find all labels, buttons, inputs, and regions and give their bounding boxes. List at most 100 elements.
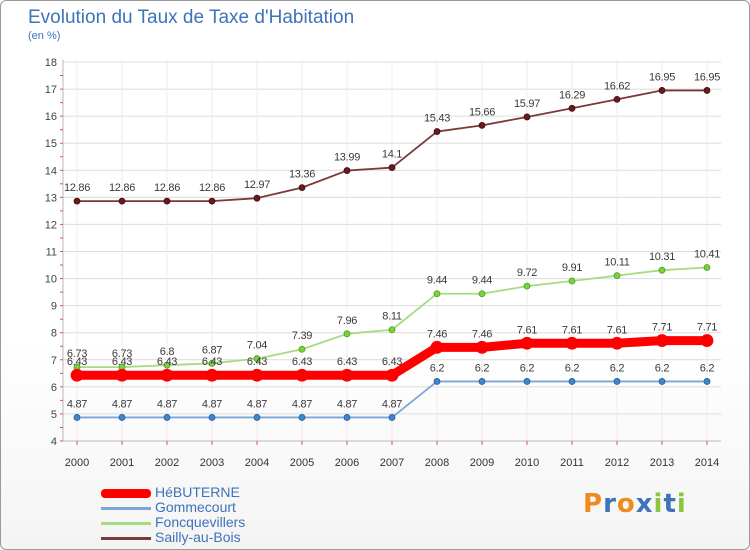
- data-label-sailly-au-bois: 15.66: [469, 106, 495, 118]
- data-point-foncquevillers: [343, 330, 351, 338]
- data-label-gommecourt: 4.87: [112, 398, 132, 410]
- x-tick-label: 2003: [200, 457, 224, 469]
- data-label-foncquevillers: 6.73: [67, 348, 87, 360]
- data-label-gommecourt: 6.2: [520, 362, 535, 374]
- data-point-sailly-au-bois: [703, 87, 711, 94]
- data-point-sailly-au-bois: [73, 197, 81, 205]
- logo-letter: i: [676, 489, 687, 519]
- data-point-gommecourt: [118, 414, 126, 421]
- data-label-hebuterne: 7.61: [562, 324, 582, 336]
- data-point-foncquevillers: [613, 272, 621, 279]
- data-label-foncquevillers: 9.44: [427, 275, 447, 287]
- data-label-gommecourt: 4.87: [157, 398, 177, 410]
- data-label-gommecourt: 6.2: [655, 362, 670, 374]
- data-point-sailly-au-bois: [478, 121, 486, 129]
- data-label-sailly-au-bois: 13.99: [334, 152, 360, 164]
- y-tick-label: 16: [45, 111, 57, 123]
- data-point-foncquevillers: [208, 359, 216, 367]
- legend-label-sailly-au-bois: Sailly-au-Bois: [155, 529, 241, 545]
- data-label-foncquevillers: 7.96: [337, 315, 357, 327]
- data-point-hebuterne: [70, 368, 84, 382]
- data-label-sailly-au-bois: 15.97: [514, 98, 540, 110]
- data-point-gommecourt: [163, 414, 171, 421]
- data-point-foncquevillers: [163, 361, 171, 369]
- data-label-sailly-au-bois: 14.1: [382, 149, 402, 161]
- data-label-foncquevillers: 6.73: [112, 348, 132, 360]
- data-point-gommecourt: [658, 378, 666, 385]
- x-tick-label: 2011: [560, 457, 584, 469]
- data-point-hebuterne: [250, 368, 264, 382]
- data-label-gommecourt: 6.2: [565, 362, 580, 374]
- data-point-foncquevillers: [388, 326, 396, 334]
- data-label-hebuterne: 7.61: [517, 324, 537, 336]
- data-label-hebuterne: 7.71: [652, 322, 672, 334]
- data-point-sailly-au-bois: [208, 197, 216, 205]
- legend-swatch-gommecourt: [101, 507, 151, 510]
- data-label-foncquevillers: 7.39: [292, 330, 312, 342]
- data-label-hebuterne: 7.71: [697, 322, 717, 334]
- y-tick-label: 17: [45, 84, 57, 96]
- data-label-hebuterne: 7.46: [472, 328, 492, 340]
- data-label-foncquevillers: 10.31: [649, 251, 675, 263]
- data-point-sailly-au-bois: [433, 128, 441, 135]
- data-label-hebuterne: 7.46: [427, 328, 447, 340]
- data-point-sailly-au-bois: [388, 164, 396, 171]
- proxiti-logo: Proxiti: [583, 489, 687, 519]
- data-label-hebuterne: 7.61: [607, 324, 627, 336]
- y-tick-label: 10: [45, 274, 57, 286]
- data-label-foncquevillers: 9.72: [517, 267, 537, 279]
- y-tick-label: 6: [51, 382, 57, 394]
- x-tick-label: 2008: [425, 457, 449, 469]
- x-tick-label: 2012: [605, 457, 629, 469]
- y-tick-label: 13: [45, 192, 57, 204]
- data-label-gommecourt: 4.87: [292, 398, 312, 410]
- data-point-hebuterne: [295, 368, 309, 382]
- data-label-hebuterne: 6.43: [157, 356, 177, 368]
- data-point-hebuterne: [340, 368, 354, 382]
- data-label-gommecourt: 4.87: [67, 398, 87, 410]
- data-label-foncquevillers: 6.87: [202, 344, 222, 356]
- data-point-hebuterne: [610, 336, 624, 350]
- x-tick-label: 2007: [380, 457, 404, 469]
- data-point-gommecourt: [478, 378, 486, 385]
- data-point-gommecourt: [343, 414, 351, 421]
- data-point-sailly-au-bois: [118, 197, 126, 205]
- data-point-hebuterne: [205, 368, 219, 382]
- data-label-sailly-au-bois: 13.36: [289, 169, 315, 181]
- data-label-foncquevillers: 9.91: [562, 262, 582, 274]
- logo-letter: x: [635, 489, 654, 519]
- x-tick-label: 2000: [65, 457, 89, 469]
- data-label-sailly-au-bois: 16.29: [559, 89, 585, 101]
- data-point-hebuterne: [160, 368, 174, 382]
- data-point-hebuterne: [385, 368, 399, 382]
- data-label-sailly-au-bois: 12.86: [199, 182, 225, 194]
- data-label-foncquevillers: 9.44: [472, 275, 492, 287]
- data-label-sailly-au-bois: 12.86: [154, 182, 180, 194]
- data-label-hebuterne: 6.43: [202, 356, 222, 368]
- data-point-sailly-au-bois: [523, 113, 531, 121]
- legend-item-sailly-au-bois: Sailly-au-Bois: [101, 529, 361, 545]
- x-tick-label: 2001: [110, 457, 134, 469]
- data-label-foncquevillers: 7.04: [247, 340, 267, 352]
- legend-swatch-hebuterne: [101, 489, 151, 498]
- y-tick-label: 18: [45, 57, 57, 69]
- data-point-sailly-au-bois: [253, 194, 261, 202]
- data-label-sailly-au-bois: 12.97: [244, 179, 270, 191]
- logo-letter: o: [616, 489, 636, 519]
- logo-letter: i: [653, 489, 664, 519]
- data-label-foncquevillers: 10.41: [694, 248, 720, 260]
- logo-letter: r: [603, 489, 617, 519]
- chart-subtitle: (en %): [28, 30, 61, 42]
- data-point-hebuterne: [565, 336, 579, 350]
- data-point-gommecourt: [73, 414, 81, 421]
- data-point-foncquevillers: [253, 355, 261, 363]
- data-point-hebuterne: [115, 368, 129, 382]
- data-point-foncquevillers: [478, 290, 486, 298]
- data-point-foncquevillers: [433, 290, 441, 298]
- y-tick-label: 8: [51, 328, 57, 340]
- data-label-sailly-au-bois: 16.95: [649, 71, 675, 83]
- data-label-gommecourt: 4.87: [247, 398, 267, 410]
- data-point-gommecourt: [568, 378, 576, 385]
- data-label-gommecourt: 6.2: [700, 362, 715, 374]
